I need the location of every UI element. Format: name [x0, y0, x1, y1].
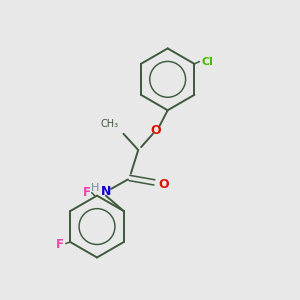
- Text: O: O: [151, 124, 161, 137]
- Text: H: H: [91, 183, 99, 193]
- Text: CH₃: CH₃: [101, 119, 119, 129]
- Text: F: F: [56, 238, 64, 251]
- Text: N: N: [100, 185, 111, 198]
- Text: O: O: [159, 178, 170, 191]
- Text: F: F: [82, 186, 91, 199]
- Text: Cl: Cl: [202, 56, 213, 67]
